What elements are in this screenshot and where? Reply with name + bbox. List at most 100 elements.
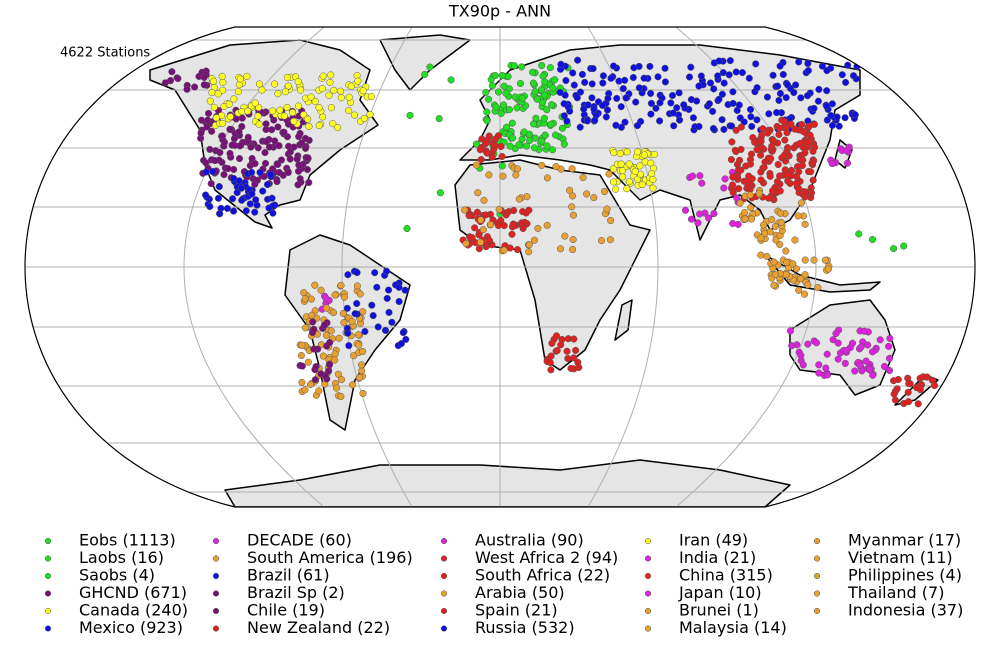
station-dot	[465, 212, 473, 220]
station-dot	[498, 152, 506, 161]
station-dot	[588, 94, 596, 102]
station-dot	[500, 246, 508, 254]
station-dot	[381, 326, 390, 334]
station-dot	[769, 71, 777, 79]
station-dot	[777, 218, 785, 227]
station-dot	[530, 236, 539, 244]
station-dot	[295, 161, 303, 169]
station-dot	[334, 124, 342, 132]
station-dot	[794, 212, 802, 220]
station-dot	[729, 88, 737, 96]
station-dot	[243, 72, 251, 80]
station-dot	[224, 165, 232, 173]
station-dot	[280, 128, 288, 136]
station-dot	[298, 378, 306, 386]
station-dot	[807, 189, 815, 197]
station-dot	[603, 106, 612, 114]
legend-label: India (21)	[679, 548, 756, 567]
station-dot	[268, 107, 277, 115]
station-dot	[833, 113, 841, 121]
station-dot	[568, 165, 576, 173]
meridian	[587, 27, 659, 507]
station-dot	[319, 113, 327, 121]
station-dot	[570, 81, 578, 89]
station-dot	[480, 196, 488, 204]
station-dot	[261, 159, 270, 167]
station-dot	[591, 116, 599, 124]
station-dot	[569, 236, 577, 244]
station-dot	[318, 85, 326, 93]
station-dot	[569, 245, 577, 254]
station-dot	[395, 283, 403, 291]
station-dot	[787, 120, 795, 128]
legend-marker	[44, 537, 52, 545]
station-dot	[397, 340, 405, 348]
station-dot	[885, 342, 893, 350]
station-dot	[252, 196, 260, 204]
station-dot	[736, 156, 744, 164]
station-dot	[488, 153, 496, 161]
station-dot	[237, 141, 245, 149]
station-dot	[732, 68, 740, 76]
station-dot	[795, 58, 803, 66]
station-dot	[729, 181, 737, 189]
station-dot	[344, 329, 352, 337]
station-dot	[784, 144, 792, 152]
station-dot	[652, 104, 660, 112]
station-dot	[538, 161, 546, 169]
station-dot	[834, 339, 842, 347]
station-dot	[506, 142, 514, 150]
station-dot	[368, 301, 376, 309]
station-dot	[829, 336, 837, 344]
station-dot	[174, 74, 182, 83]
graticule	[25, 27, 975, 507]
station-dot	[215, 183, 223, 191]
station-dot	[709, 107, 717, 115]
station-dot	[230, 207, 238, 215]
station-dot	[244, 133, 252, 141]
station-dot	[161, 79, 169, 87]
station-dot	[765, 194, 773, 202]
station-dot	[216, 148, 224, 157]
station-dot	[251, 208, 259, 216]
station-dot	[569, 69, 577, 77]
station-dot	[512, 171, 520, 179]
station-dot	[306, 380, 315, 389]
station-dot	[855, 230, 863, 238]
station-dot	[798, 120, 806, 129]
station-dot	[525, 248, 533, 256]
station-dot	[791, 125, 799, 133]
station-dot	[775, 130, 783, 139]
station-dot	[782, 271, 790, 279]
station-dot	[822, 364, 830, 372]
station-dot	[798, 162, 806, 170]
station-dot	[337, 281, 345, 289]
legend-label: Brunei (1)	[679, 601, 759, 620]
legend-label: Russia (532)	[475, 618, 575, 637]
station-dot	[801, 193, 809, 201]
station-dot	[797, 199, 806, 207]
station-dot	[315, 121, 323, 130]
station-dot	[510, 206, 518, 215]
station-dot	[828, 121, 837, 129]
station-dot	[736, 199, 744, 207]
station-dot	[779, 70, 787, 79]
station-dot	[533, 95, 541, 103]
station-dot	[583, 117, 591, 125]
station-dot	[890, 245, 898, 253]
station-dot	[851, 367, 859, 375]
station-dot	[327, 104, 335, 112]
station-dot	[350, 352, 358, 360]
station-dot	[310, 325, 318, 333]
station-dot	[515, 195, 523, 203]
station-dot	[298, 362, 306, 370]
meridian	[341, 27, 413, 507]
station-dot	[200, 81, 208, 89]
station-dot	[617, 103, 625, 111]
station-dot	[403, 224, 411, 233]
station-dot	[709, 124, 717, 133]
station-dot	[233, 189, 241, 197]
station-dot	[733, 194, 741, 202]
station-dot	[806, 131, 814, 139]
station-dot	[747, 204, 755, 212]
